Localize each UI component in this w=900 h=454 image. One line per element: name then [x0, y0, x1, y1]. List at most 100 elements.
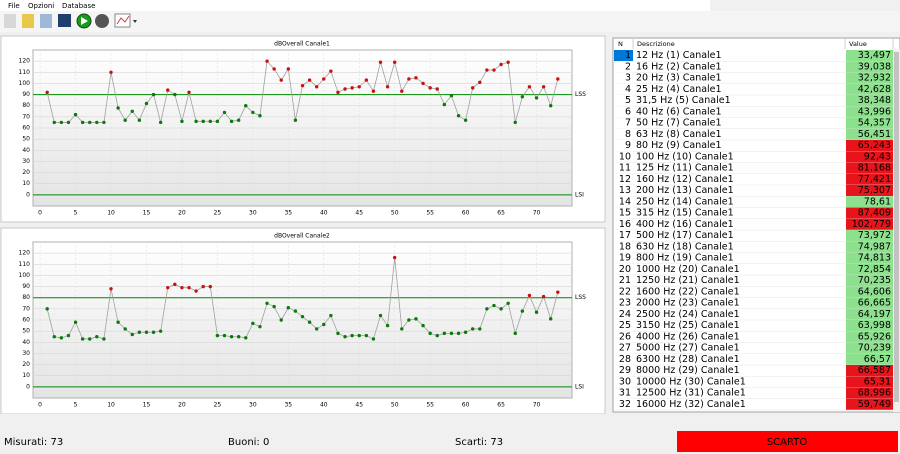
- data-point: [173, 92, 177, 97]
- menu-item[interactable]: File: [8, 2, 20, 10]
- data-point: [442, 331, 447, 336]
- n-cell: [614, 151, 633, 163]
- y-tick-label: 80: [22, 102, 30, 109]
- y-tick-label: 40: [22, 147, 30, 154]
- status-value: 0: [263, 437, 269, 448]
- menu-item[interactable]: Database: [62, 2, 95, 10]
- row-number: 25: [619, 320, 631, 331]
- icon-monitor[interactable]: [58, 14, 71, 27]
- y-tick-label: 20: [22, 169, 30, 176]
- data-point: [251, 110, 255, 115]
- row-description: 50 Hz (7) Canale1: [636, 118, 722, 129]
- menu-bar: [0, 0, 710, 11]
- row-number: 18: [619, 241, 631, 252]
- table-row[interactable]: 32 16000 Hz (32) Canale1 59,749: [614, 398, 893, 411]
- x-tick-label: 65: [497, 210, 505, 217]
- data-point: [52, 335, 56, 339]
- data-point: [59, 120, 64, 125]
- result-button[interactable]: [677, 431, 898, 452]
- row-description: 125 Hz (11) Canale1: [636, 163, 734, 174]
- icon-new[interactable]: [4, 14, 16, 28]
- icon-save[interactable]: [40, 14, 52, 28]
- toolbar-icons: [4, 13, 137, 29]
- row-number: 10: [619, 151, 631, 162]
- n-cell: [614, 207, 633, 219]
- data-point: [385, 323, 390, 328]
- data-point: [371, 89, 376, 93]
- data-point: [229, 335, 234, 339]
- row-value: 77,421: [858, 174, 891, 185]
- icon-stop[interactable]: [95, 14, 109, 28]
- column-header[interactable]: Value: [849, 40, 867, 48]
- value-cell: [846, 320, 893, 332]
- icon-chart[interactable]: [114, 13, 131, 28]
- data-point: [400, 89, 404, 93]
- x-tick-label: 30: [249, 402, 257, 409]
- row-description: 4000 Hz (26) Canale1: [636, 331, 740, 342]
- data-point: [194, 289, 198, 293]
- data-point: [222, 333, 227, 338]
- value-cell: [846, 61, 893, 73]
- row-number: 28: [619, 354, 631, 365]
- n-cell: [614, 308, 633, 320]
- x-tick-label: 35: [284, 402, 292, 409]
- row-description: 31,5 Hz (5) Canale1: [636, 95, 731, 106]
- y-tick-label: 50: [22, 328, 30, 335]
- n-cell: [614, 263, 633, 275]
- y-tick-label: 110: [19, 69, 31, 76]
- y-tick-label: 10: [22, 372, 30, 379]
- x-tick-label: 60: [462, 402, 470, 409]
- data-point: [293, 118, 298, 122]
- value-cell: [846, 252, 893, 264]
- y-tick-label: 30: [22, 158, 30, 165]
- status-value: 73: [490, 437, 503, 448]
- n-cell: [614, 387, 633, 399]
- chart-panel: dBOverall Canale101020304050607080901001…: [0, 35, 606, 223]
- icon-open[interactable]: [22, 14, 34, 28]
- value-cell: [846, 376, 893, 388]
- y-tick-label: 20: [22, 361, 30, 368]
- row-number: 6: [625, 106, 631, 117]
- column-header[interactable]: Descrizione: [637, 40, 675, 48]
- row-description: 500 Hz (17) Canale1: [636, 230, 734, 241]
- status-value: 73: [50, 437, 63, 448]
- y-tick-label: 120: [19, 250, 31, 257]
- x-tick-label: 55: [426, 402, 434, 409]
- x-tick-label: 50: [391, 210, 399, 217]
- menu-item[interactable]: Opzioni: [28, 2, 54, 10]
- row-description: 400 Hz (16) Canale1: [636, 219, 734, 230]
- data-point: [45, 307, 49, 311]
- data-point: [556, 77, 560, 81]
- chart-title: dBOverall Canale2: [274, 233, 330, 240]
- row-value: 74,813: [858, 253, 891, 264]
- data-point: [527, 85, 532, 89]
- data-point: [201, 119, 205, 124]
- table: N Descrizione Value 1 12 Hz (1) Canale1 33,49…: [612, 37, 900, 413]
- n-cell: [614, 297, 633, 309]
- n-cell: [614, 275, 633, 287]
- value-cell: [846, 173, 893, 185]
- x-tick-label: 70: [533, 402, 541, 409]
- row-description: 12 Hz (1) Canale1: [636, 50, 722, 61]
- data-point: [549, 104, 553, 108]
- data-point: [478, 80, 482, 85]
- row-number: 1: [625, 50, 631, 61]
- data-point: [208, 119, 213, 124]
- data-point: [336, 331, 340, 336]
- row-number: 2: [625, 61, 631, 72]
- row-number: 4: [625, 84, 631, 95]
- n-cell: [614, 162, 633, 174]
- row-value: 64,606: [858, 286, 891, 297]
- n-cell: [614, 241, 633, 253]
- result-label: SCARTO: [767, 437, 808, 448]
- x-tick-label: 5: [74, 402, 78, 409]
- icon-dropdown[interactable]: [133, 20, 137, 23]
- column-header[interactable]: N: [618, 40, 623, 48]
- row-description: 8000 Hz (29) Canale1: [636, 365, 740, 376]
- value-cell: [846, 297, 893, 309]
- scrollbar-thumb[interactable]: [894, 52, 899, 402]
- data-point: [371, 337, 376, 341]
- y-tick-label: 90: [22, 91, 30, 98]
- n-cell: [614, 173, 633, 185]
- value-cell: [846, 106, 893, 118]
